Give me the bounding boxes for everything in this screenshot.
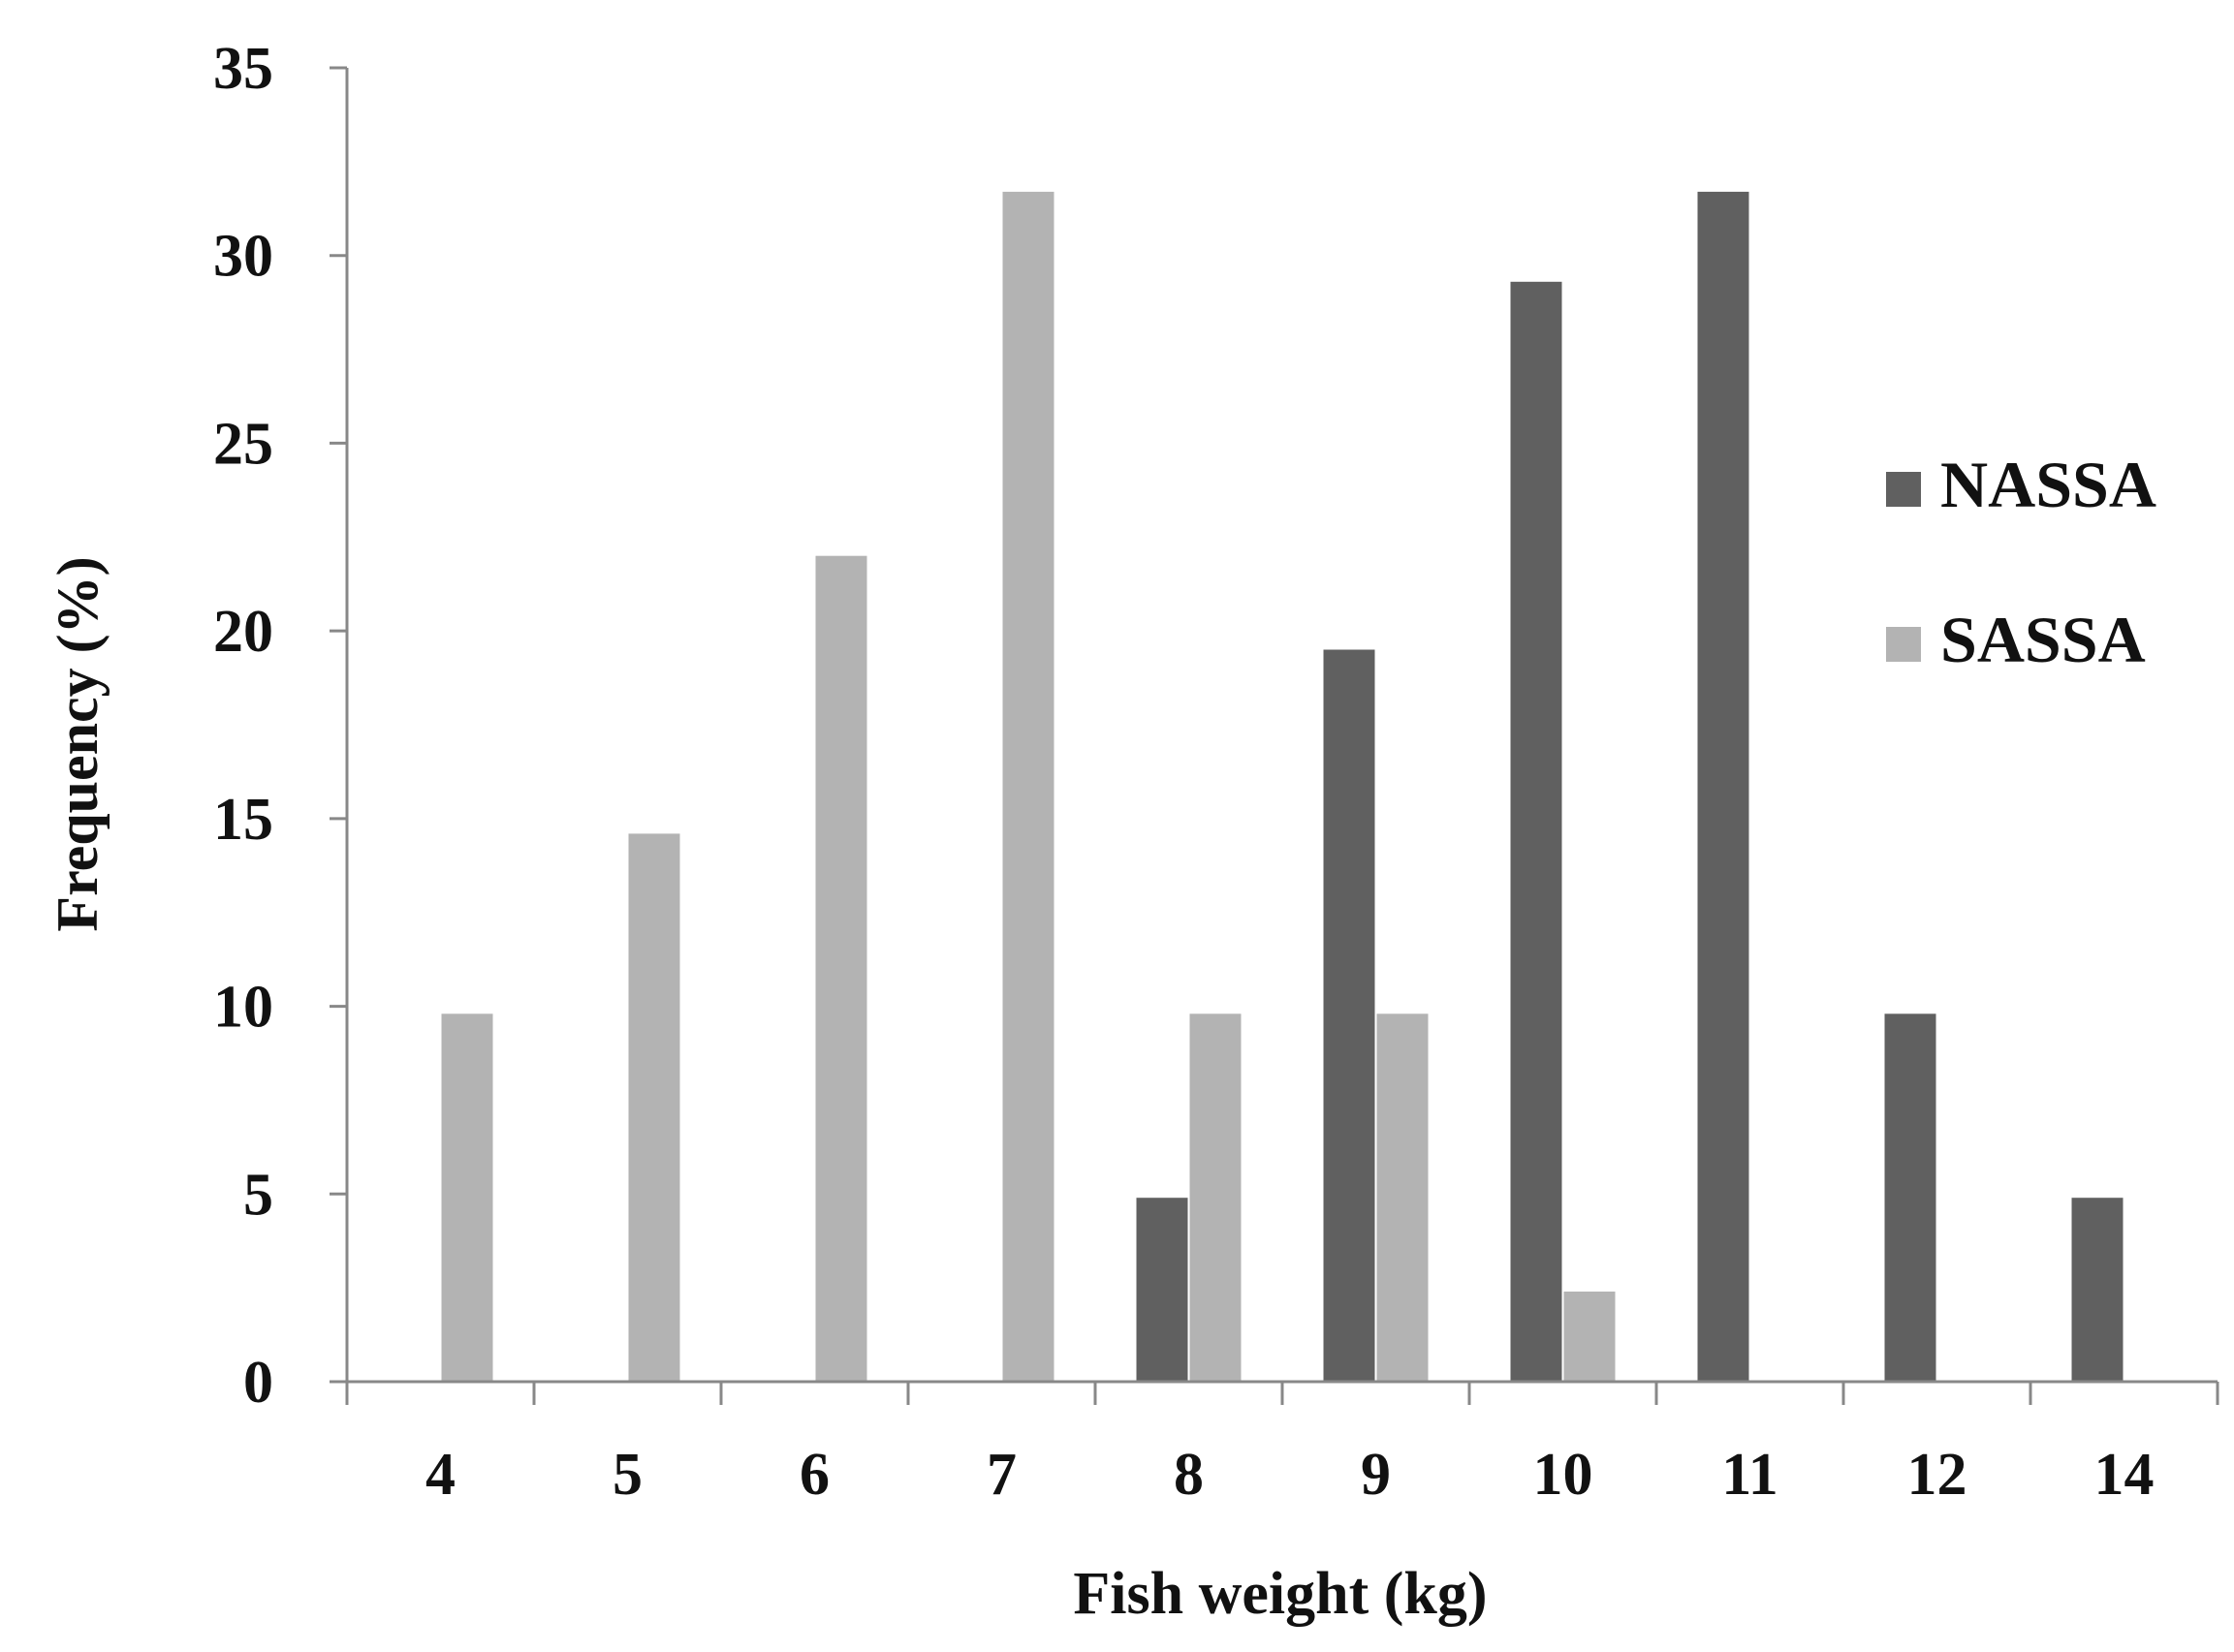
bar-nassa-11	[1697, 191, 1749, 1382]
axes-group	[330, 66, 2219, 1405]
y-tick-label: 25	[213, 411, 273, 477]
x-tick-labels: 4 5 6 7 8 9 10 11 12 14	[425, 1442, 2155, 1508]
x-tick-label: 8	[1174, 1442, 1204, 1508]
y-tick-label: 10	[213, 975, 273, 1041]
x-tick-label: 4	[425, 1442, 456, 1508]
bar-sassa-5	[628, 833, 680, 1382]
legend-swatch-sassa	[1886, 627, 1921, 662]
x-tick-label: 9	[1361, 1442, 1391, 1508]
bar-sassa-7	[1002, 191, 1054, 1382]
bar-nassa-8	[1136, 1198, 1188, 1382]
y-tick-labels: 0 5 10 15 20 25 30 35	[213, 36, 273, 1416]
legend-label-sassa: SASSA	[1940, 603, 2146, 676]
legend-swatch-nassa	[1886, 472, 1921, 507]
bar-nassa-10	[1510, 281, 1562, 1382]
legend: NASSA SASSA	[1886, 448, 2156, 676]
x-tick-label: 11	[1721, 1442, 1778, 1508]
x-tick-label: 12	[1907, 1442, 1967, 1508]
y-tick-label: 5	[243, 1162, 273, 1228]
x-tick-label: 5	[613, 1442, 643, 1508]
x-tick-label: 10	[1533, 1442, 1593, 1508]
legend-label-nassa: NASSA	[1940, 448, 2156, 521]
bar-nassa-14	[2071, 1198, 2124, 1382]
x-axis-title: Fish weight (kg)	[1073, 1561, 1487, 1627]
bar-nassa-9	[1323, 649, 1375, 1382]
bar-sassa-6	[815, 555, 867, 1382]
y-tick-label: 30	[213, 224, 273, 290]
bar-sassa-9	[1376, 1013, 1429, 1382]
y-tick-label: 0	[243, 1350, 273, 1416]
bar-sassa-10	[1563, 1292, 1616, 1382]
bar-nassa-12	[1884, 1013, 1936, 1382]
x-tick-label: 6	[800, 1442, 830, 1508]
y-tick-label: 35	[213, 36, 273, 102]
y-axis-title: Frequency (%)	[46, 556, 110, 931]
bar-sassa-8	[1189, 1013, 1242, 1382]
y-tick-label: 15	[213, 787, 273, 853]
bar-sassa-4	[441, 1013, 493, 1382]
x-tick-label: 7	[987, 1442, 1017, 1508]
y-tick-label: 20	[213, 599, 273, 665]
bars-group	[441, 191, 2124, 1382]
x-tick-label: 14	[2094, 1442, 2155, 1508]
